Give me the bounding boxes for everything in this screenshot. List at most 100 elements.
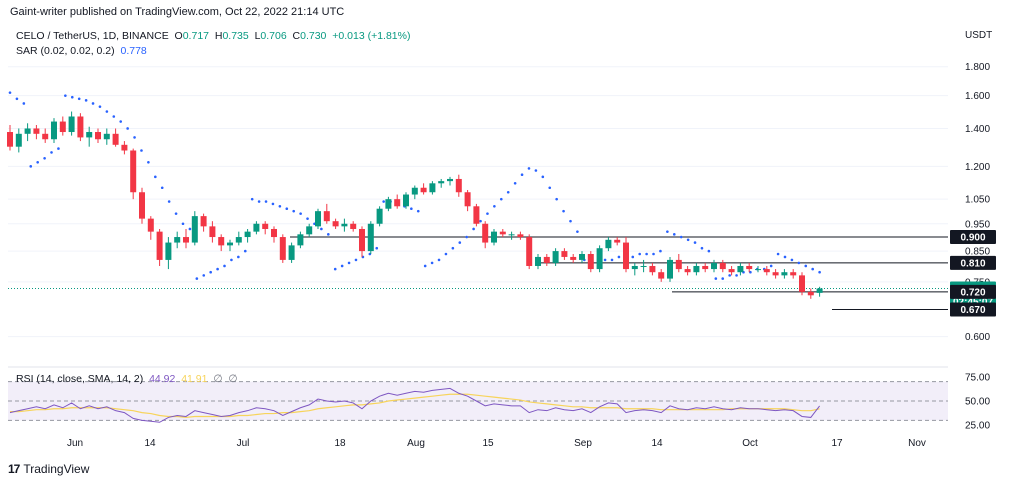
candle xyxy=(667,256,673,282)
candle-body xyxy=(33,128,40,134)
candle xyxy=(755,265,761,273)
sar-dot xyxy=(458,241,462,244)
candle-body xyxy=(367,223,374,252)
candle xyxy=(288,242,295,263)
candle-body xyxy=(332,221,339,227)
publisher-line: Gaint-writer published on TradingView.co… xyxy=(10,6,345,18)
candle xyxy=(447,176,453,186)
candle-body xyxy=(737,265,744,273)
candle-body xyxy=(147,218,154,232)
candle-body xyxy=(763,269,770,273)
candle xyxy=(693,262,700,276)
candle xyxy=(323,203,330,224)
candle-body xyxy=(156,231,163,260)
candle xyxy=(297,231,304,249)
candle xyxy=(271,226,277,243)
sar-dot xyxy=(493,204,496,208)
candle-body xyxy=(596,248,603,270)
sar-dot xyxy=(174,212,178,215)
symbol-name[interactable]: CELO / TetherUS, 1D, BINANCE xyxy=(16,30,169,42)
candle xyxy=(587,251,594,273)
candle-body xyxy=(781,272,788,276)
candle xyxy=(209,221,216,243)
sar-dot xyxy=(64,94,67,97)
candle xyxy=(561,248,568,260)
rsi-tick-label: 25.00 xyxy=(965,421,990,432)
rsi-extra-1: ∅ xyxy=(213,373,223,385)
candle xyxy=(112,128,119,147)
candle xyxy=(429,181,436,195)
candle xyxy=(103,128,110,145)
rsi-legend[interactable]: RSI (14, close, SMA, 14, 2) 44.92 41.91 … xyxy=(16,373,237,385)
candle xyxy=(482,221,489,249)
candle xyxy=(420,183,427,195)
candle xyxy=(68,111,75,136)
candle xyxy=(332,218,339,229)
sar-dot xyxy=(486,212,489,215)
sar-dot xyxy=(562,209,565,213)
close-value: 0.730 xyxy=(300,30,327,42)
sar-dot xyxy=(354,258,358,262)
sar-dot xyxy=(91,102,95,105)
sar-dot xyxy=(230,258,233,262)
candle-body xyxy=(95,132,101,140)
candle xyxy=(42,128,49,143)
candle xyxy=(455,174,462,197)
candle-body xyxy=(535,256,541,266)
candle xyxy=(438,178,445,188)
brand-footer[interactable]: 17 TradingView xyxy=(8,462,89,476)
candle xyxy=(543,253,550,266)
candle xyxy=(359,226,365,257)
candle-body xyxy=(543,256,550,263)
sar-dot xyxy=(638,252,641,256)
sar-dot xyxy=(264,200,268,203)
candle xyxy=(341,218,348,232)
candle xyxy=(675,253,682,273)
candle xyxy=(51,118,57,143)
sar-dot xyxy=(382,200,385,203)
sar-dot xyxy=(555,197,558,201)
candle xyxy=(579,251,585,263)
time-tick-label: Oct xyxy=(742,438,758,449)
candle-body xyxy=(77,116,84,138)
price-badge-level: 0.720 xyxy=(950,284,996,299)
candle xyxy=(552,248,559,266)
rsi-value: 44.92 xyxy=(149,373,176,385)
sar-dot xyxy=(721,277,725,280)
sar-dot xyxy=(534,169,538,172)
sar-dot xyxy=(603,258,607,262)
sar-dot xyxy=(672,233,676,236)
price-tick-label: 1.050 xyxy=(965,195,990,206)
candle-body xyxy=(227,242,233,246)
sar-dot xyxy=(631,255,635,259)
candle-body xyxy=(394,199,401,207)
sar-dot xyxy=(181,222,185,226)
candle-body xyxy=(103,133,110,140)
candle-body xyxy=(59,121,66,133)
sar-dot xyxy=(320,227,323,231)
candle-body xyxy=(403,194,409,207)
candle xyxy=(684,265,691,276)
price-badge-level: 0.900 xyxy=(950,230,996,245)
time-axis[interactable]: Jun 14 Jul 18 Aug 15 Sep 14 Oct 17 Nov xyxy=(67,438,926,449)
price-tick-label: 1.200 xyxy=(965,162,990,173)
sar-dot xyxy=(652,252,655,256)
sar-dot xyxy=(140,149,143,152)
candle-body xyxy=(438,181,445,184)
candle-body xyxy=(218,237,225,246)
candle xyxy=(596,245,603,273)
sar-dot xyxy=(444,252,448,256)
candle xyxy=(816,286,823,297)
candle xyxy=(807,288,814,299)
candle-body xyxy=(790,272,797,276)
open-label: O xyxy=(174,30,183,42)
candle xyxy=(623,237,629,273)
candle xyxy=(7,124,13,151)
sar-legend[interactable]: SAR (0.02, 0.02, 0.2) 0.778 xyxy=(16,45,147,57)
price-badge-box xyxy=(950,302,996,317)
candle xyxy=(631,262,638,276)
time-tick-label: Nov xyxy=(908,438,926,449)
price-tick-label: 0.850 xyxy=(965,247,990,258)
sar-dot xyxy=(292,209,296,213)
